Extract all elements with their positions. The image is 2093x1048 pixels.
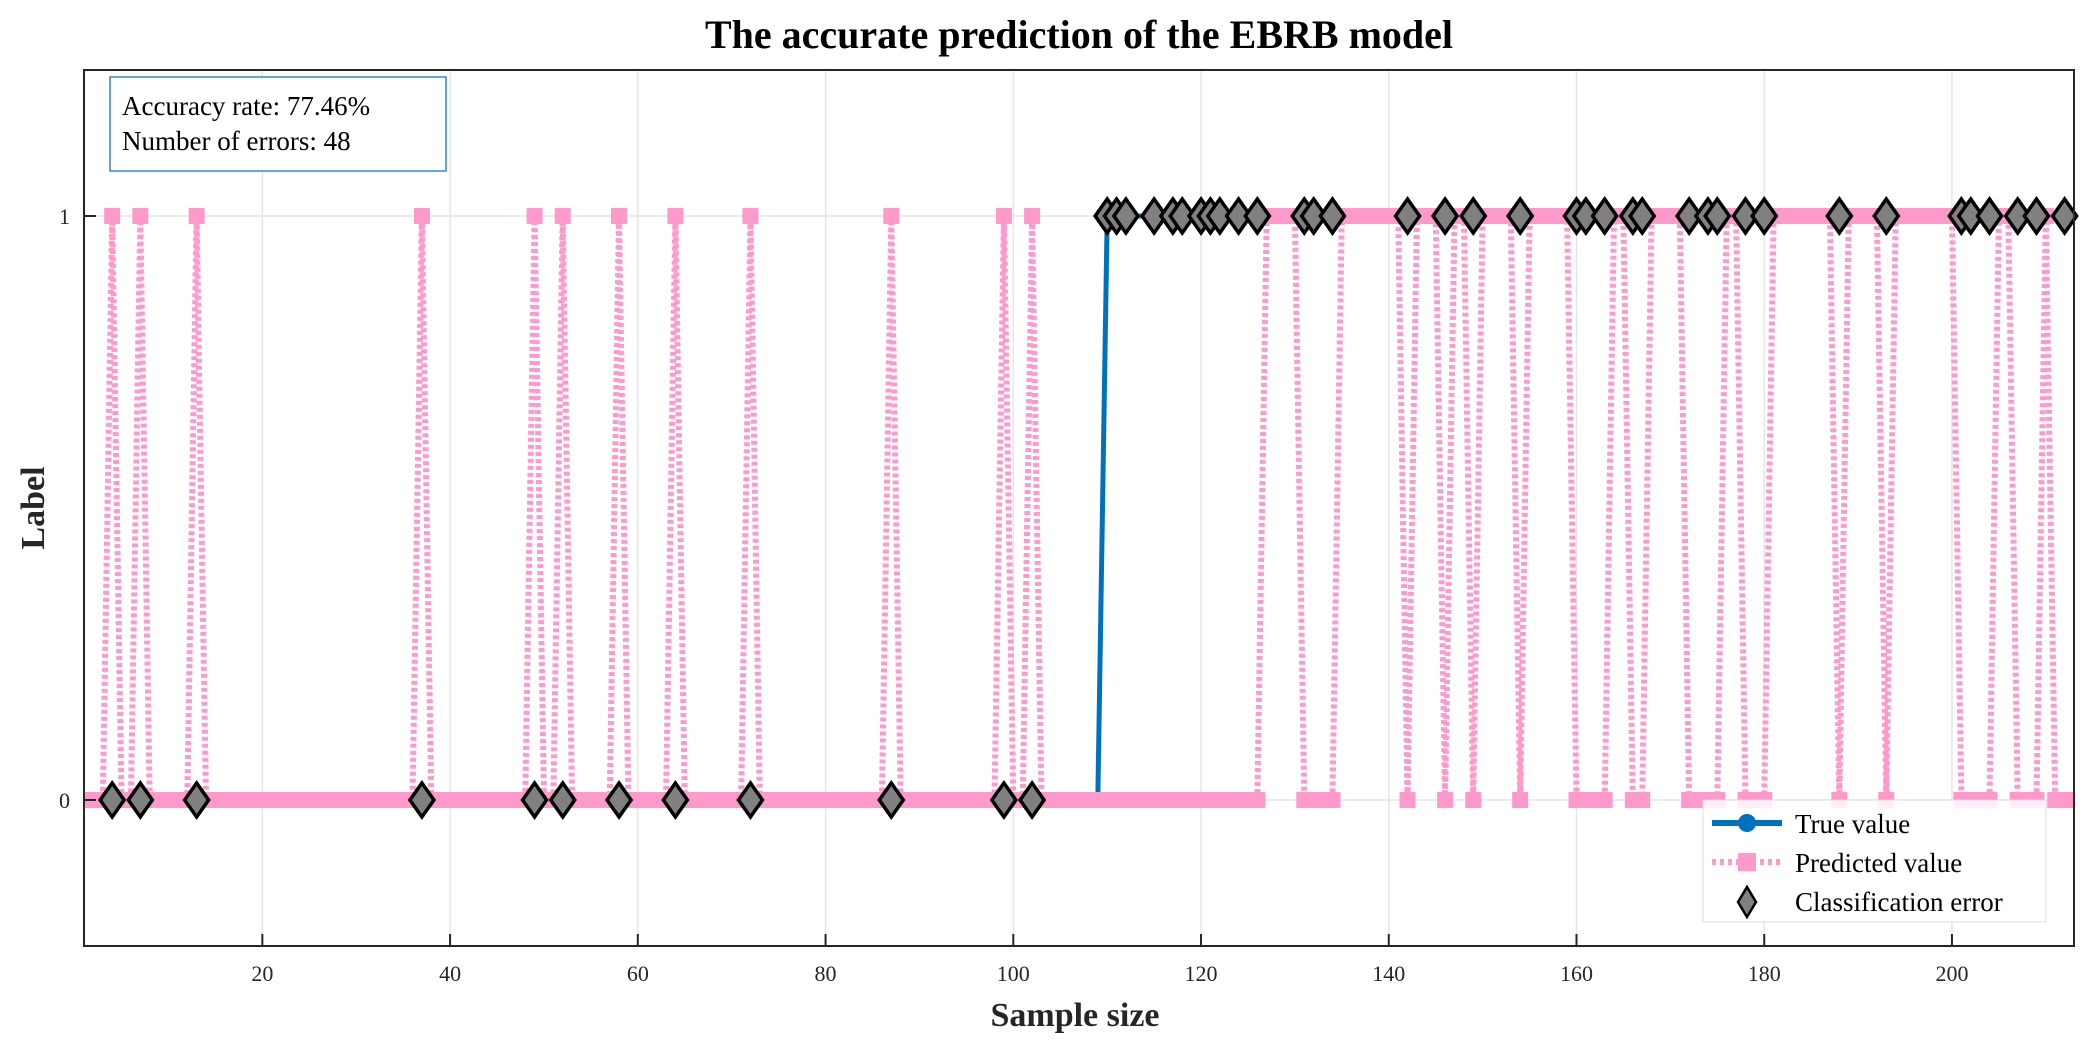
classification-error-markers	[98, 195, 2079, 821]
classification-error-marker	[407, 779, 437, 821]
classification-error-marker	[877, 779, 906, 821]
classification-error-marker	[989, 779, 1019, 821]
classification-error-marker	[1243, 195, 1272, 237]
annotation-frame	[109, 76, 447, 172]
annotation-box: Accuracy rate: 77.46% Number of errors: …	[109, 76, 447, 172]
x-tick-label: 20	[251, 961, 273, 986]
x-tick-label: 60	[627, 961, 649, 986]
chart-title: The accurate prediction of the EBRB mode…	[705, 12, 1453, 57]
legend-classification-error-marker	[1736, 884, 1758, 920]
y-tick-label: 0	[59, 788, 70, 813]
classification-error-marker	[1506, 195, 1535, 237]
predicted-value-point	[1437, 792, 1454, 808]
x-tick-label: 140	[1372, 961, 1405, 986]
classification-error-marker	[1299, 195, 1328, 237]
classification-error-marker	[126, 779, 155, 821]
classification-error-marker	[1731, 195, 1760, 237]
classification-error-marker	[1224, 195, 1253, 237]
predicted-value-point	[104, 208, 121, 224]
plot-frame	[83, 69, 2075, 947]
predicted-value-point	[883, 208, 900, 224]
predicted-value-point	[611, 208, 628, 224]
predicted-value-point	[1324, 792, 1341, 808]
classification-error-marker	[2003, 195, 2032, 237]
y-tick-label: 1	[59, 204, 70, 229]
x-tick-label: 100	[997, 961, 1030, 986]
x-tick-label: 120	[1185, 961, 1218, 986]
classification-error-marker	[182, 779, 211, 821]
classification-error-marker	[1590, 195, 1619, 237]
x-tick-label: 200	[1935, 961, 1968, 986]
legend-predicted-value-marker	[1738, 853, 1756, 871]
predicted-value-point	[413, 208, 430, 224]
classification-error-marker	[1111, 195, 1141, 237]
x-axis-label: Sample size	[990, 997, 1159, 1034]
classification-error-marker	[661, 779, 690, 821]
classification-error-marker	[1975, 195, 2004, 237]
axis-ticks: 20 40 60 80 100 120 140 160 180 200 0 1	[59, 204, 1968, 986]
classification-error-marker	[1393, 195, 1422, 237]
predicted-value-point	[742, 208, 759, 224]
legend-true-value-marker	[1738, 814, 1756, 832]
x-tick-label: 80	[815, 961, 837, 986]
classification-error-marker	[1459, 195, 1488, 237]
legend-predicted-value: Predicted value	[1712, 848, 1962, 878]
legend-true-value: True value	[1712, 809, 1910, 839]
x-tick-label: 160	[1560, 961, 1593, 986]
classification-error-marker	[604, 779, 634, 821]
predicted-value-point	[1465, 792, 1482, 808]
classification-error-marker	[1139, 195, 1169, 237]
predicted-value-point	[526, 208, 543, 224]
accuracy-rate-text: Accuracy rate: 77.46%	[122, 91, 370, 121]
predicted-value-point	[1024, 208, 1041, 224]
legend-predicted-value-label: Predicted value	[1795, 848, 1962, 878]
x-tick-label: 40	[439, 961, 461, 986]
predicted-value-point	[1512, 792, 1529, 808]
classification-error-marker	[1205, 195, 1234, 237]
error-count-text: Number of errors: 48	[122, 126, 351, 156]
predicted-value-point	[1634, 792, 1651, 808]
classification-error-marker	[2050, 195, 2079, 237]
predicted-value-point	[1399, 792, 1416, 808]
classification-error-marker	[1674, 195, 1704, 237]
legend-classification-error: Classification error	[1736, 884, 2003, 920]
predicted-value-point	[132, 208, 149, 224]
predicted-value-point	[554, 208, 571, 224]
predicted-value-point	[1249, 792, 1266, 808]
classification-error-marker	[2022, 195, 2051, 237]
legend-true-value-label: True value	[1795, 809, 1910, 839]
predicted-value-point	[188, 208, 205, 224]
classification-error-marker	[1571, 195, 1601, 237]
classification-error-marker	[1628, 195, 1657, 237]
predicted-value-point	[2066, 792, 2074, 808]
predicted-value-point	[1596, 792, 1613, 808]
classification-error-marker	[98, 779, 127, 821]
classification-error-marker	[1872, 195, 1901, 237]
classification-error-marker	[1318, 195, 1347, 237]
classification-error-marker	[736, 779, 765, 821]
classification-error-marker	[1168, 195, 1197, 237]
classification-error-marker	[1956, 195, 1985, 237]
classification-error-marker	[1017, 779, 1047, 821]
predicted-value-point	[995, 208, 1012, 224]
classification-error-marker	[1750, 195, 1779, 237]
classification-error-marker	[1825, 195, 1854, 237]
classification-error-marker	[1703, 195, 1732, 237]
y-axis-label: Label	[15, 466, 52, 549]
x-tick-label: 180	[1748, 961, 1781, 986]
legend: True value Predicted value Classificatio…	[1702, 799, 2047, 923]
classification-error-marker	[548, 779, 577, 821]
classification-error-marker	[1430, 195, 1460, 237]
classification-error-marker	[520, 779, 549, 821]
legend-classification-error-label: Classification error	[1795, 887, 2003, 917]
predicted-value-point	[667, 208, 684, 224]
